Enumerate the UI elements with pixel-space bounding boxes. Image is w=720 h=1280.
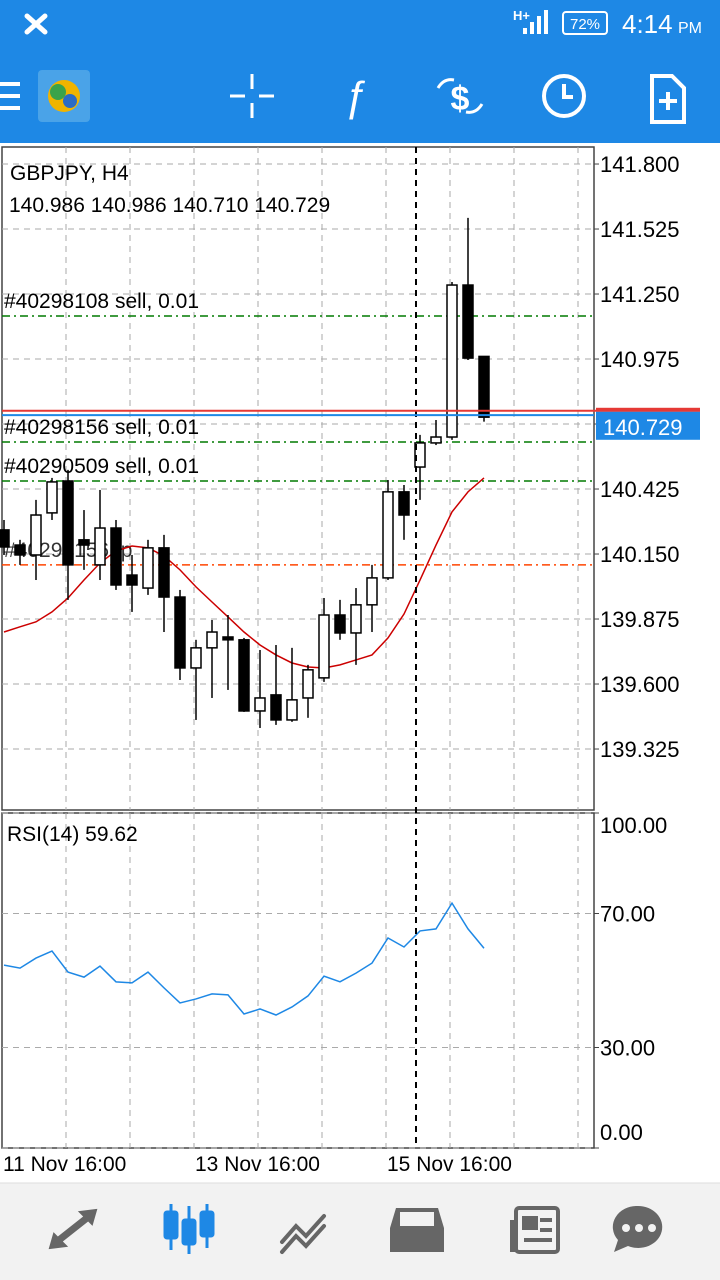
y-tick-label: 139.875 xyxy=(600,607,680,632)
new-order-button[interactable] xyxy=(650,74,686,124)
candle-body xyxy=(206,631,218,649)
candle-body xyxy=(78,539,90,546)
bottom-nav xyxy=(0,1183,720,1280)
svg-text:$: $ xyxy=(451,80,470,118)
y-tick-label: 139.325 xyxy=(600,737,680,762)
app-bar xyxy=(0,0,720,143)
app-logo[interactable] xyxy=(38,70,90,122)
y-tick-label: 100.00 xyxy=(600,813,667,838)
y-tick-label: 30.00 xyxy=(600,1036,655,1061)
candle-body xyxy=(46,481,58,514)
candle-body xyxy=(254,697,266,712)
ask-marker xyxy=(596,407,700,412)
x-tick-label: 15 Nov 16:00 xyxy=(387,1153,512,1176)
chart-frame xyxy=(1,146,595,1149)
candle-body xyxy=(222,636,234,641)
news-tab[interactable] xyxy=(510,1206,560,1254)
candle-body xyxy=(0,529,10,548)
candle-body xyxy=(414,442,426,468)
y-tick-label: 141.525 xyxy=(600,217,680,242)
candle-body xyxy=(446,284,458,438)
order-label: #40298156 sell, 0.01 xyxy=(4,416,199,439)
time-grid xyxy=(65,147,579,1148)
ohlc-readout: 140.986 140.986 140.710 140.729 xyxy=(9,194,330,217)
quotes-tab[interactable] xyxy=(48,1208,98,1250)
candle-body xyxy=(174,596,186,669)
candle-body xyxy=(62,480,74,566)
y-tick-label: 140.975 xyxy=(600,347,680,372)
indicators-button[interactable]: ƒ xyxy=(343,72,366,119)
y-tick-label: 141.250 xyxy=(600,282,680,307)
candle-body xyxy=(398,491,410,516)
x-tick-label: 11 Nov 16:00 xyxy=(3,1153,126,1176)
bid-label-box xyxy=(596,411,700,440)
app-notification-icon xyxy=(24,13,48,35)
timeframe-button[interactable] xyxy=(542,74,586,118)
candle-body xyxy=(334,614,346,634)
rsi-title: RSI(14) 59.62 xyxy=(7,823,138,846)
candle-body xyxy=(462,284,474,359)
candle-body xyxy=(318,614,330,679)
candle-body xyxy=(94,527,106,566)
y-tick-label: 0.00 xyxy=(600,1120,643,1145)
candle-body xyxy=(478,355,490,418)
chart-tab[interactable] xyxy=(163,1204,215,1254)
bid-label: 140.729 xyxy=(603,415,683,440)
candle-body xyxy=(238,639,250,712)
symbol-title: GBPJPY, H4 xyxy=(10,162,129,185)
trade-button[interactable]: $ xyxy=(436,78,484,118)
order-label: #40290509 sell, 0.01 xyxy=(4,455,199,478)
x-tick-label: 13 Nov 16:00 xyxy=(195,1153,320,1176)
meridiem: PM xyxy=(678,20,702,37)
candle-body xyxy=(286,699,298,721)
moving-average xyxy=(3,477,485,669)
candle-body xyxy=(126,574,138,586)
trade-tab[interactable] xyxy=(280,1214,326,1254)
plot-area: #40298156 tp xyxy=(0,163,594,1149)
y-tick-label: 141.800 xyxy=(600,152,680,177)
battery-level: 72% xyxy=(570,16,600,33)
candle-body xyxy=(190,647,202,669)
crosshair-button[interactable] xyxy=(230,74,274,118)
y-tick-label: 140.150 xyxy=(600,542,680,567)
candle-body xyxy=(430,436,442,444)
candle-body xyxy=(270,694,282,721)
menu-button[interactable] xyxy=(0,82,20,110)
candle-body xyxy=(366,577,378,606)
battery-icon xyxy=(562,11,608,35)
network-type: H+ xyxy=(513,8,530,23)
candle-body xyxy=(30,514,42,556)
signal-icon xyxy=(523,10,548,34)
candle-body xyxy=(110,527,122,586)
order-label: #40298108 sell, 0.01 xyxy=(4,290,199,313)
candle-body xyxy=(382,491,394,579)
rsi-line xyxy=(3,901,485,1016)
chat-tab[interactable] xyxy=(612,1205,663,1252)
y-tick-label: 140.425 xyxy=(600,477,680,502)
clock: 4:14 xyxy=(622,9,673,39)
candle-body xyxy=(350,604,362,634)
candle-body xyxy=(302,669,314,699)
candle-body xyxy=(158,547,170,598)
y-tick-label: 139.600 xyxy=(600,672,680,697)
history-tab[interactable] xyxy=(390,1208,444,1252)
y-tick-label: 70.00 xyxy=(600,902,655,927)
candle-body xyxy=(14,544,26,556)
candle-body xyxy=(142,547,154,589)
